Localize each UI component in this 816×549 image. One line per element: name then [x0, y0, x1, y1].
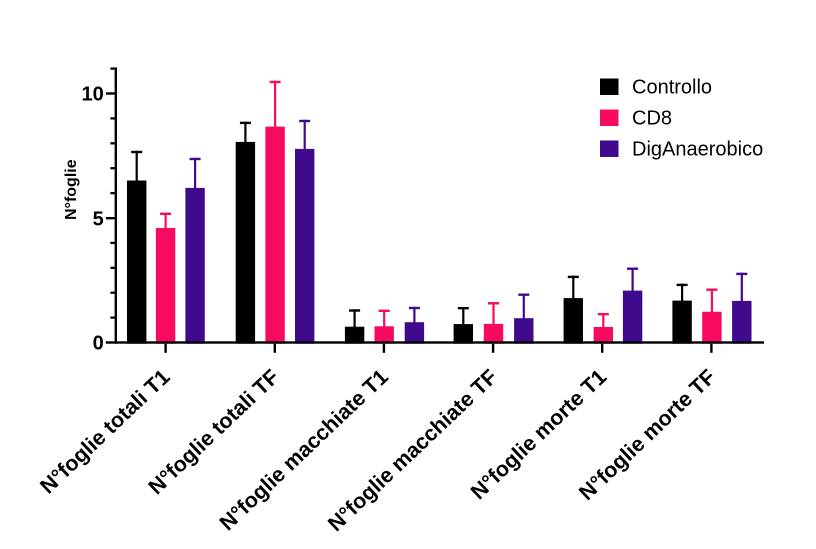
svg-text:CD8: CD8 — [632, 108, 672, 130]
svg-text:DigAnaerobico: DigAnaerobico — [632, 139, 763, 161]
svg-text:10: 10 — [82, 84, 104, 106]
svg-text:Controllo: Controllo — [632, 77, 712, 99]
svg-text:0: 0 — [93, 333, 104, 355]
svg-text:5: 5 — [93, 208, 104, 230]
svg-text:N°foglie: N°foglie — [63, 159, 80, 220]
